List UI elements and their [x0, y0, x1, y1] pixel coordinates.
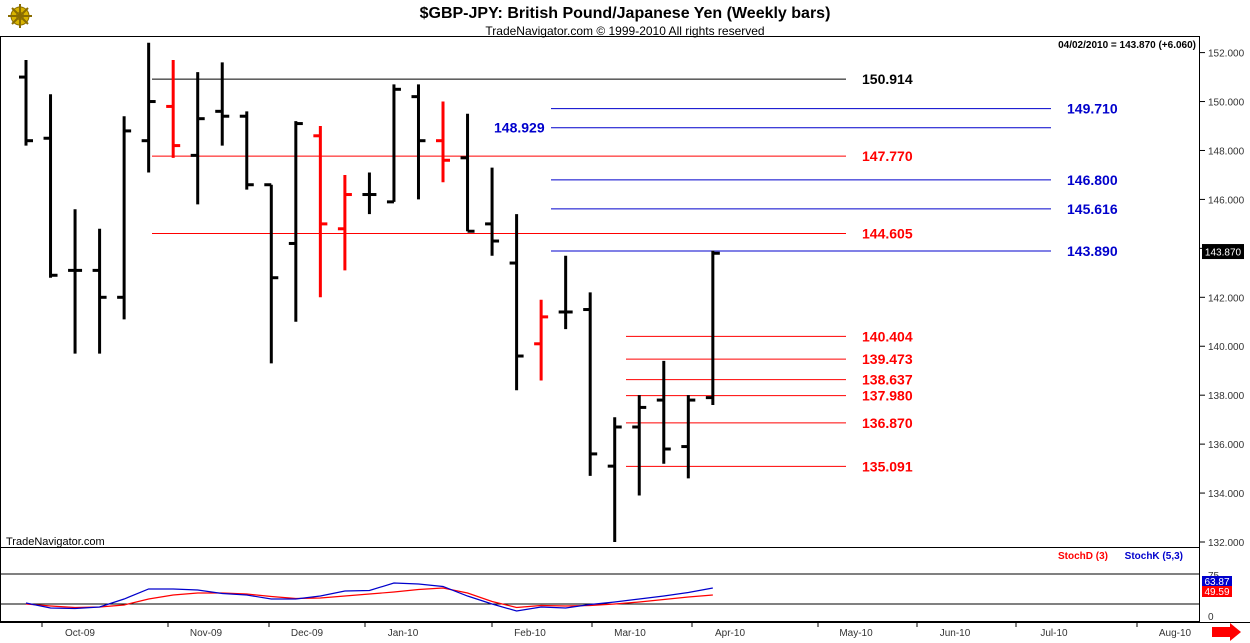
stoch-d-last-label: 49.59 — [1204, 587, 1229, 598]
ohlc-bar — [485, 167, 500, 256]
legend-stoch-k: StochK (5,3) — [1125, 551, 1183, 562]
x-tick-label: Jan-10 — [388, 628, 419, 639]
level-label: 148.929 — [494, 120, 545, 136]
ohlc-bar — [656, 360, 671, 464]
x-tick-label: Jun-10 — [940, 628, 971, 639]
y-tick-label: 138.000 — [1208, 391, 1245, 402]
ohlc-bar — [509, 214, 524, 391]
x-tick-label: May-10 — [839, 628, 873, 639]
y-tick-label: 136.000 — [1208, 440, 1245, 451]
ohlc-bar — [190, 72, 205, 205]
right-arrow-icon[interactable] — [1212, 623, 1241, 641]
ohlc-bar — [583, 292, 598, 476]
ohlc-bar — [411, 84, 426, 200]
ohlc-bar — [436, 101, 451, 183]
ohlc-bar — [362, 172, 377, 215]
ohlc-bar — [117, 116, 132, 320]
ohlc-bar — [460, 113, 475, 233]
stochastic-lines — [1, 573, 1199, 612]
watermark: TradeNavigator.com — [6, 536, 105, 548]
level-label: 138.637 — [862, 372, 913, 388]
time-axis: Oct-09 Nov-09 Dec-09 Jan-10 Feb-10 Mar-10 Apr-… — [41, 622, 1192, 639]
copyright-line: TradeNavigator.com © 1999-2010 All right… — [485, 24, 764, 38]
level-label: 144.605 — [862, 226, 913, 242]
price-axis: 132.000 134.000 136.000 138.000 140.000 142.0… — [1199, 49, 1245, 549]
ohlc-bar — [264, 183, 279, 364]
y-tick-label: 152.000 — [1208, 49, 1245, 60]
last-bar-info: 04/02/2010 = 143.870 (+6.060) — [1058, 40, 1196, 51]
ohlc-bar — [43, 94, 58, 278]
ohlc-bar — [607, 417, 622, 542]
y-tick-label: 142.000 — [1208, 293, 1245, 304]
stoch-d-line — [25, 587, 713, 609]
level-label: 143.890 — [1067, 243, 1118, 259]
y-tick-label: 150.000 — [1208, 98, 1245, 109]
ohlc-bar — [681, 395, 696, 479]
ohlc-bar — [313, 126, 328, 298]
price-pane — [0, 36, 1200, 548]
ohlc-bar — [141, 42, 156, 173]
ohlc-bar — [19, 59, 33, 146]
stoch-k-line — [25, 582, 713, 612]
ohlc-bar — [166, 59, 181, 158]
level-label: 150.914 — [862, 71, 913, 87]
ohlc-bar — [68, 209, 83, 354]
level-label: 139.473 — [862, 351, 913, 367]
stoch-tick-0: 0 — [1208, 612, 1214, 623]
chart-title: $GBP-JPY: British Pound/Japanese Yen (We… — [420, 5, 831, 22]
level-label: 146.800 — [1067, 172, 1118, 188]
stoch-k-last-label: 63.87 — [1204, 577, 1229, 588]
fibonacci-levels: 150.914 149.710 148.929 147.770 146.800 145.6… — [152, 71, 1118, 474]
x-tick-label: Mar-10 — [614, 628, 646, 639]
ohlc-bar — [92, 228, 107, 354]
stoch-k-last-tag — [1202, 576, 1232, 587]
y-tick-label: 132.000 — [1208, 538, 1245, 549]
ohlc-bar — [337, 174, 352, 271]
stoch-d-last-tag — [1202, 586, 1232, 597]
ohlc-bar — [558, 255, 573, 330]
ohlc-bar — [705, 250, 720, 405]
level-label: 137.980 — [862, 388, 913, 404]
x-tick-label: Apr-10 — [715, 628, 745, 639]
level-label: 149.710 — [1067, 101, 1118, 117]
ohlc-bar — [215, 62, 230, 146]
ohlc-bar — [288, 121, 303, 322]
price-bars — [19, 42, 720, 542]
level-label: 135.091 — [862, 458, 913, 474]
y-tick-label: 146.000 — [1208, 195, 1245, 206]
y-tick-label: 140.000 — [1208, 342, 1245, 353]
x-tick-label: Oct-09 — [65, 628, 95, 639]
last-price-tag — [1202, 244, 1244, 260]
ship-wheel-logo-icon[interactable] — [8, 4, 32, 28]
last-price-label: 143.870 — [1205, 248, 1242, 259]
level-label: 140.404 — [862, 328, 913, 344]
x-tick-label: Aug-10 — [1159, 628, 1192, 639]
level-label: 147.770 — [862, 148, 913, 164]
ohlc-bar — [386, 84, 401, 204]
ohlc-bar — [632, 395, 647, 496]
y-tick-label: 134.000 — [1208, 489, 1245, 500]
x-tick-label: Dec-09 — [291, 628, 324, 639]
stochastic-pane — [0, 547, 1200, 622]
x-tick-label: Feb-10 — [514, 628, 546, 639]
level-label: 145.616 — [1067, 201, 1118, 217]
legend-stoch-d: StochD (3) — [1058, 551, 1108, 562]
y-tick-label: 148.000 — [1208, 146, 1245, 157]
x-tick-label: Nov-09 — [190, 628, 223, 639]
ohlc-bar — [239, 111, 254, 190]
level-label: 136.870 — [862, 415, 913, 431]
ohlc-bar — [534, 299, 549, 381]
x-tick-label: Jul-10 — [1040, 628, 1068, 639]
